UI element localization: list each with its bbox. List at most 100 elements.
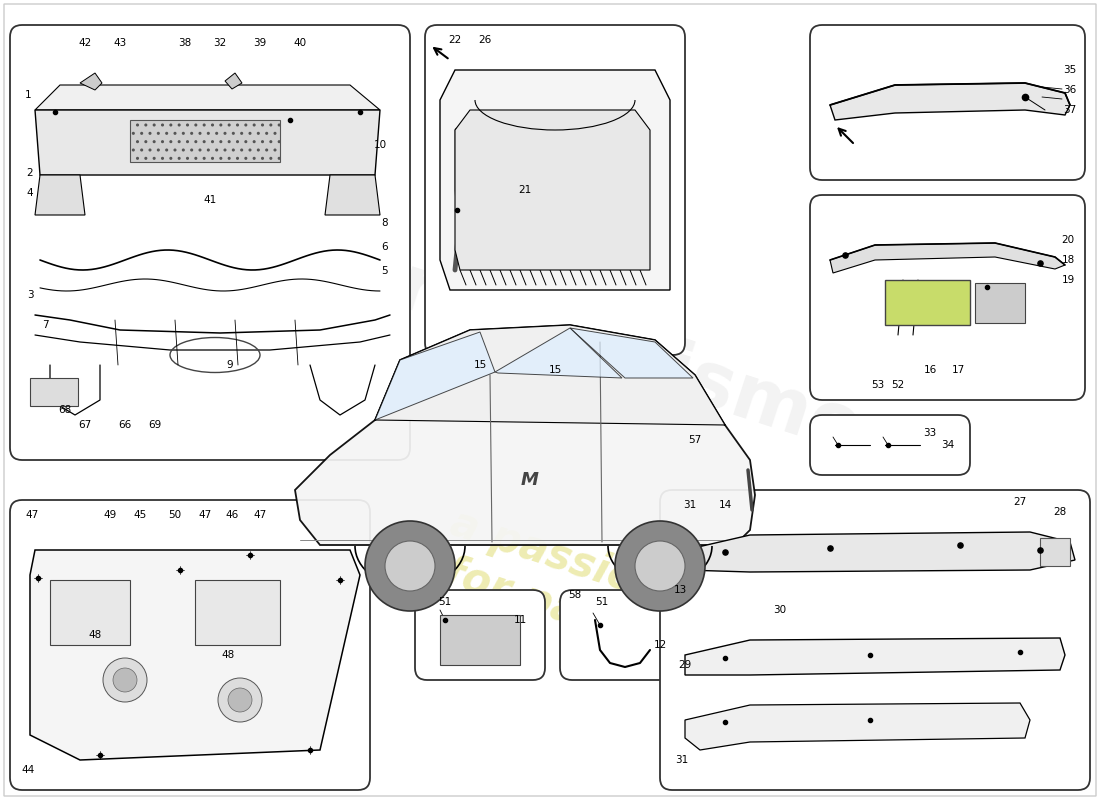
Circle shape (103, 658, 147, 702)
Text: 27: 27 (1013, 497, 1026, 507)
Text: 32: 32 (213, 38, 227, 48)
Text: 47: 47 (253, 510, 266, 520)
Polygon shape (685, 703, 1030, 750)
Circle shape (385, 541, 435, 591)
Text: 26: 26 (478, 35, 492, 45)
Text: 10: 10 (373, 140, 386, 150)
Text: 53: 53 (871, 380, 884, 390)
Text: 57: 57 (689, 435, 702, 445)
Circle shape (635, 541, 685, 591)
Polygon shape (35, 85, 379, 110)
Text: 31: 31 (675, 755, 689, 765)
FancyBboxPatch shape (425, 25, 685, 355)
Circle shape (218, 678, 262, 722)
Polygon shape (30, 550, 360, 760)
Text: 19: 19 (1062, 275, 1075, 285)
Text: 40: 40 (294, 38, 307, 48)
Text: 6: 6 (382, 242, 388, 252)
Bar (440, 615, 520, 665)
Text: 66: 66 (119, 420, 132, 430)
Polygon shape (226, 73, 242, 89)
Bar (130, 120, 280, 162)
Text: 47: 47 (198, 510, 211, 520)
Text: 43: 43 (113, 38, 127, 48)
Polygon shape (830, 83, 1070, 120)
Text: 1: 1 (24, 90, 31, 100)
Text: 37: 37 (1064, 105, 1077, 115)
FancyBboxPatch shape (415, 590, 544, 680)
Polygon shape (685, 638, 1065, 675)
Text: 47: 47 (25, 510, 39, 520)
Text: 36: 36 (1064, 85, 1077, 95)
Polygon shape (570, 328, 693, 378)
Text: 15: 15 (473, 360, 486, 370)
Bar (886, 280, 970, 325)
Text: 15: 15 (549, 365, 562, 375)
Text: 50: 50 (168, 510, 182, 520)
Text: 16: 16 (923, 365, 936, 375)
Text: 48: 48 (221, 650, 234, 660)
Circle shape (228, 688, 252, 712)
Text: 18: 18 (1062, 255, 1075, 265)
Bar (1040, 538, 1070, 566)
FancyBboxPatch shape (10, 25, 410, 460)
Text: 8: 8 (382, 218, 388, 228)
FancyBboxPatch shape (810, 25, 1085, 180)
Polygon shape (495, 328, 621, 378)
Polygon shape (375, 332, 495, 420)
Text: 51: 51 (439, 597, 452, 607)
Circle shape (113, 668, 138, 692)
FancyBboxPatch shape (810, 415, 970, 475)
Polygon shape (440, 70, 670, 290)
Text: 31: 31 (683, 500, 696, 510)
Text: 7: 7 (42, 320, 48, 330)
Text: 12: 12 (653, 640, 667, 650)
Text: 4: 4 (26, 188, 33, 198)
Text: 20: 20 (1062, 235, 1075, 245)
Polygon shape (35, 110, 379, 175)
Text: M: M (521, 471, 539, 489)
Text: 2: 2 (26, 168, 33, 178)
Text: 35: 35 (1064, 65, 1077, 75)
FancyBboxPatch shape (560, 590, 690, 680)
Polygon shape (830, 243, 1065, 273)
Text: a passion
for parts: a passion for parts (430, 502, 670, 658)
Text: 39: 39 (253, 38, 266, 48)
Polygon shape (375, 325, 725, 425)
Text: 68: 68 (58, 405, 72, 415)
Text: 22: 22 (449, 35, 462, 45)
Text: 45: 45 (133, 510, 146, 520)
Text: 51: 51 (595, 597, 608, 607)
Bar (195, 580, 280, 645)
Text: 58: 58 (569, 590, 582, 600)
Text: 67: 67 (78, 420, 91, 430)
Text: 34: 34 (942, 440, 955, 450)
FancyBboxPatch shape (10, 500, 370, 790)
Polygon shape (80, 73, 102, 90)
Polygon shape (455, 110, 650, 270)
Text: 17: 17 (952, 365, 965, 375)
Text: 41: 41 (204, 195, 217, 205)
Text: 48: 48 (88, 630, 101, 640)
Text: 46: 46 (226, 510, 239, 520)
FancyBboxPatch shape (660, 490, 1090, 790)
Text: 29: 29 (679, 660, 692, 670)
Text: 28: 28 (1054, 507, 1067, 517)
Text: 5: 5 (382, 266, 388, 276)
Polygon shape (295, 370, 755, 545)
Bar (50, 580, 130, 645)
Text: 33: 33 (923, 428, 936, 438)
Text: 38: 38 (178, 38, 191, 48)
Text: 9: 9 (227, 360, 233, 370)
Bar (30, 378, 78, 406)
Text: 21: 21 (518, 185, 531, 195)
Polygon shape (324, 175, 380, 215)
Text: 3: 3 (26, 290, 33, 300)
Text: GranTurismo: GranTurismo (329, 230, 871, 470)
Bar (975, 283, 1025, 323)
Text: 13: 13 (673, 585, 686, 595)
Text: 52: 52 (891, 380, 904, 390)
Text: 30: 30 (773, 605, 786, 615)
Circle shape (615, 521, 705, 611)
Circle shape (365, 521, 455, 611)
